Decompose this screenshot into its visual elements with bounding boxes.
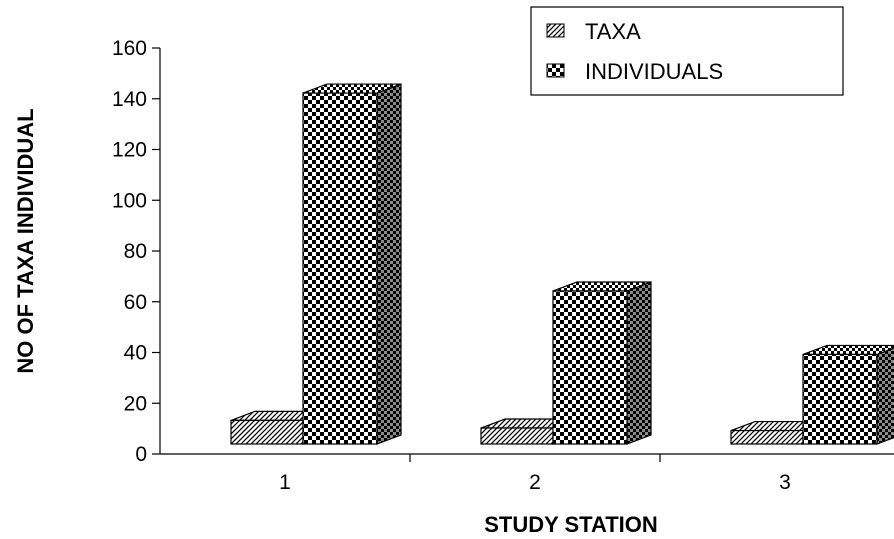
legend: TAXA INDIVIDUALS [530,6,844,96]
y-tick-label: 0 [135,443,147,466]
y-tick-label: 100 [112,189,147,212]
bar-individuals [552,281,652,445]
bar-individuals-front [552,290,628,445]
y-tick-label: 20 [124,392,147,415]
x-tick-label: 2 [529,471,541,494]
y-tick-label: 140 [112,88,147,111]
bar-individuals-front [802,353,878,445]
bar-individuals-side [376,83,402,445]
y-tick-label: 160 [112,37,147,60]
tick-labels: 0 20 40 60 80 100 120 140 160 1 2 3 [112,37,791,494]
y-tick-label: 60 [124,291,147,314]
legend-swatch-individuals [546,63,565,78]
legend-label-individuals: INDIVIDUALS [585,59,723,84]
bar-individuals-side [876,347,894,445]
legend-swatch-taxa [546,23,565,38]
bar-individuals [802,344,894,445]
bar-individuals-top [802,344,894,356]
x-tick-label: 3 [779,471,791,494]
y-axis-title: NO OF TAXA INDIVIDUAL [13,108,38,373]
x-tick-label: 1 [279,471,291,494]
legend-box [530,6,844,96]
bar-taxa-front [480,427,554,445]
bar-individuals-side [626,281,652,445]
x-axis-title: STUDY STATION [484,512,658,537]
bar-taxa-front [730,429,804,445]
bar-individuals-front [302,92,378,445]
bar-taxa-front [230,419,304,445]
legend-label-taxa: TAXA [585,19,641,44]
y-tick-label: 120 [112,139,147,162]
bar-individuals [302,83,402,445]
axes [152,47,894,462]
y-tick-label: 40 [124,342,147,365]
y-tick-label: 80 [124,240,147,263]
bars [230,83,894,445]
